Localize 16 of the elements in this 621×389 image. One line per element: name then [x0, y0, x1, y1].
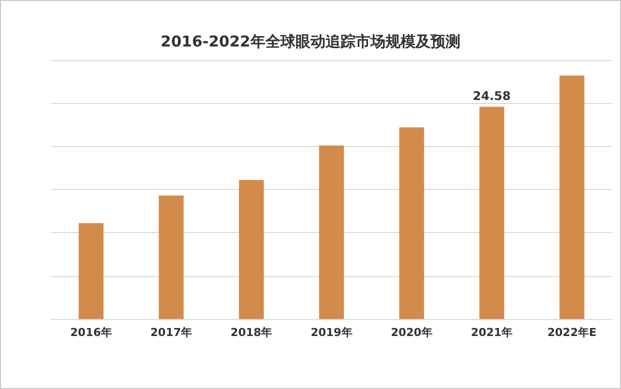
data-label: 24.58: [472, 88, 511, 103]
bar: [560, 76, 584, 319]
x-tick-label: 2018年: [230, 326, 272, 339]
bar: [158, 196, 184, 319]
bar: [319, 145, 344, 319]
x-tick-label: 2021年: [470, 326, 513, 339]
bar: [399, 127, 424, 319]
x-tick-label: 2016年: [70, 326, 112, 339]
x-tick-label: 2017年: [150, 326, 192, 339]
x-tick-label: 2019年: [310, 326, 352, 339]
bar: [238, 180, 264, 319]
bar: [479, 106, 504, 319]
chart-title: 2016-2022年全球眼动追踪市场规模及预测: [160, 32, 460, 50]
x-tick-label: 2020年: [390, 326, 432, 339]
bar: [78, 223, 104, 319]
x-tick-label: 2022年E: [547, 326, 596, 339]
